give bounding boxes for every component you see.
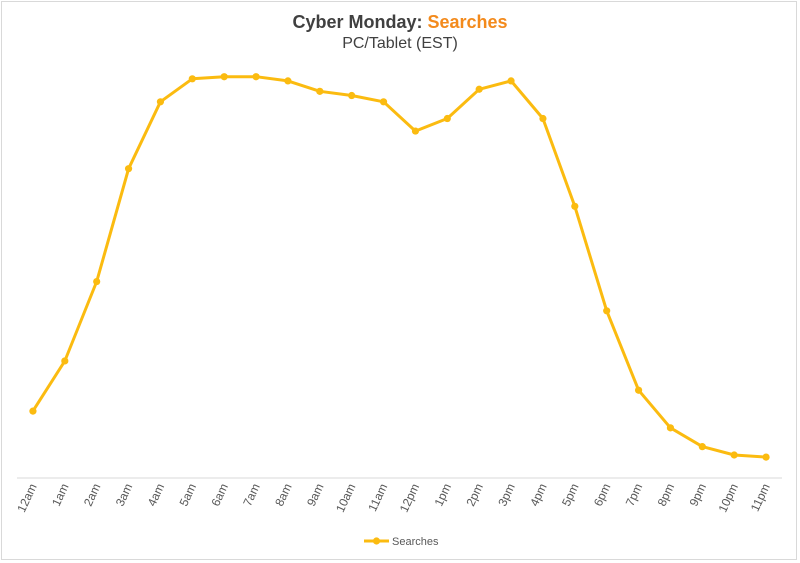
data-point <box>93 277 101 286</box>
data-point <box>411 127 420 135</box>
x-tick-label: 7am <box>240 481 263 508</box>
data-point <box>507 77 515 85</box>
x-tick-label: 8am <box>272 481 295 508</box>
x-tick-label: 11am <box>365 481 390 513</box>
x-tick-label: 2pm <box>463 481 486 508</box>
data-point <box>443 114 451 123</box>
x-tick-label: 9am <box>304 481 327 508</box>
chart-subtitle: PC/Tablet (EST) <box>342 35 458 52</box>
series-line-searches <box>31 75 767 459</box>
data-point <box>379 98 388 106</box>
data-point <box>124 165 133 173</box>
legend: Searches <box>364 536 439 548</box>
data-point <box>29 407 37 415</box>
data-point <box>316 87 324 95</box>
data-point <box>666 424 675 432</box>
data-point <box>284 77 292 85</box>
x-tick-label: 4pm <box>527 481 550 508</box>
chart-title: Cyber Monday: Searches <box>0 12 800 33</box>
x-tick-label: 3pm <box>495 481 518 508</box>
x-tick-label: 10pm <box>716 481 741 514</box>
x-tick-label: 6am <box>208 481 231 508</box>
title-main: Cyber Monday <box>292 12 417 32</box>
title-separator: : <box>416 12 428 32</box>
data-point <box>634 386 643 394</box>
x-tick-label: 10am <box>333 481 358 514</box>
data-point <box>730 451 738 459</box>
data-point <box>156 98 165 106</box>
x-tick-label: 8pm <box>655 481 678 508</box>
data-point <box>475 85 483 93</box>
data-point <box>571 202 579 210</box>
data-point <box>698 443 706 451</box>
title-accent: Searches <box>427 12 508 32</box>
data-point <box>539 114 547 123</box>
x-tick-label: 1pm <box>431 481 454 508</box>
data-point <box>762 453 770 461</box>
legend-dot-marker <box>372 537 381 545</box>
data-point <box>188 75 196 83</box>
x-tick-label: 3am <box>113 481 136 508</box>
x-tick-labels: 12am 1am 2am 3am 4am 5am 6am 7am 8am 9am 10am 11am 1… <box>14 481 773 514</box>
data-point <box>603 307 611 315</box>
x-tick-label: 5am <box>176 481 199 508</box>
series-points-searches <box>29 73 770 461</box>
x-tick-label: 1am <box>49 481 72 508</box>
legend-label: Searches <box>392 536 439 548</box>
x-tick-label: 7pm <box>623 481 646 508</box>
data-point <box>252 73 260 81</box>
x-tick-label: 9pm <box>686 481 709 508</box>
data-point <box>61 357 69 365</box>
x-tick-label: 6pm <box>591 481 614 508</box>
x-tick-label: 4am <box>145 481 168 508</box>
data-point <box>220 73 228 81</box>
x-tick-label: 12pm <box>397 481 422 514</box>
x-tick-label: 12am <box>14 481 39 514</box>
x-tick-label: 11pm <box>748 481 773 513</box>
x-tick-label: 2am <box>81 481 104 508</box>
data-point <box>348 91 356 100</box>
x-tick-label: 5pm <box>559 481 582 508</box>
